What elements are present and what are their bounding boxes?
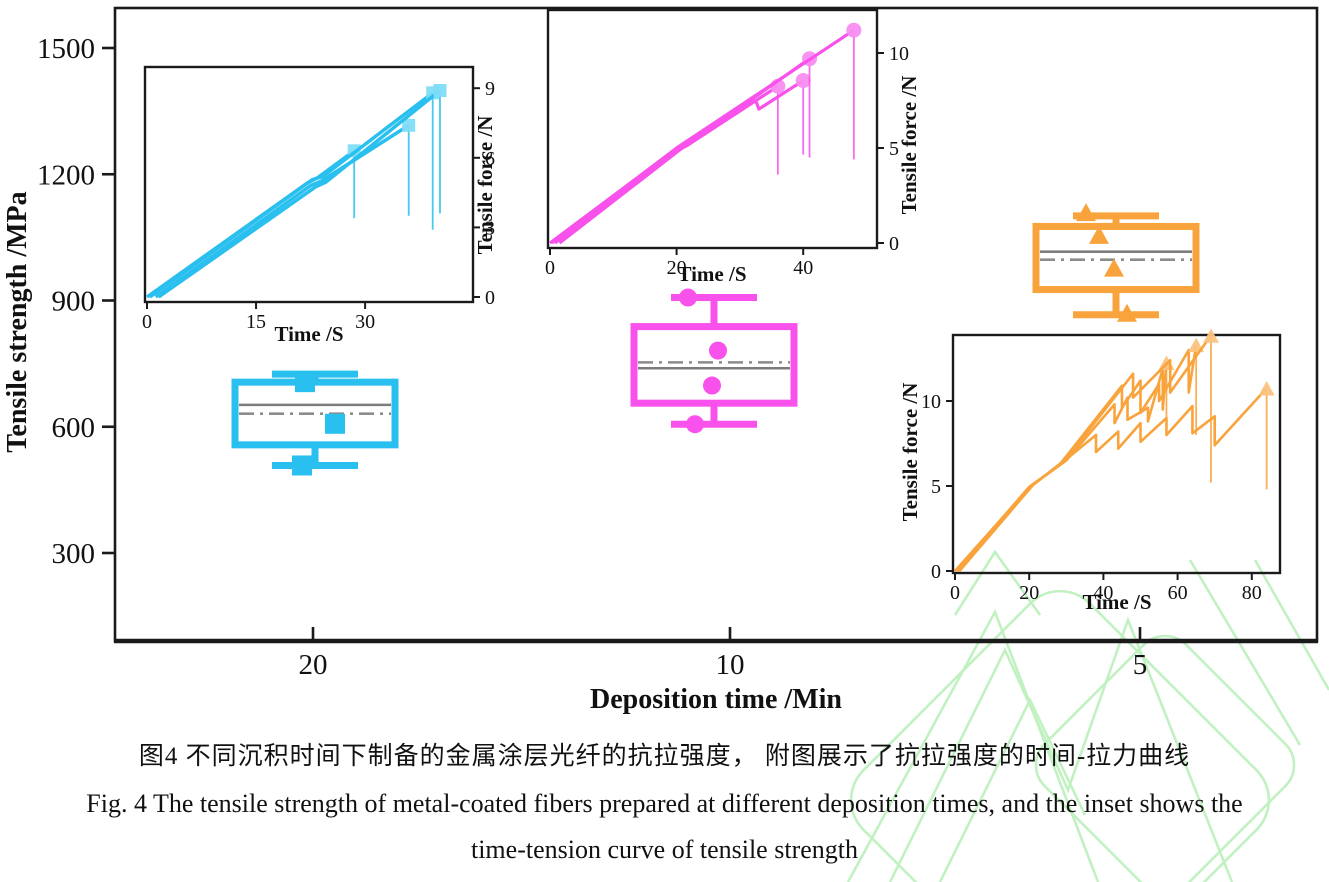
inset-5min: 0 20 40 60 80 0 5 10 Time /S Tensile force /N <box>898 328 1282 614</box>
triangle-marker <box>1104 258 1124 277</box>
circle-marker <box>709 341 727 360</box>
y-axis-title: Tensile strength /MPa <box>2 191 33 452</box>
inset-x-tick-label: 15 <box>246 311 266 333</box>
inset-y-tick-label: 9 <box>485 78 495 100</box>
force-curve <box>954 387 1268 572</box>
inset-y-tick-label: 5 <box>889 138 899 160</box>
triangle-marker <box>1076 203 1096 222</box>
x-tick-label: 5 <box>1133 649 1148 681</box>
inset-x-tick-label: 40 <box>1093 582 1113 604</box>
inset-y-tick-label: 6 <box>485 148 495 170</box>
inset-x-tick-label: 30 <box>355 311 375 333</box>
boxplot-20min <box>231 370 399 476</box>
force-curve <box>550 28 855 245</box>
inset-x-tick-label: 60 <box>1168 582 1188 604</box>
force-curve <box>157 89 442 299</box>
x-axis-title: Deposition time /Min <box>590 684 842 715</box>
inset-y-axis-title: Tensile force /N <box>898 383 922 522</box>
inset-y-tick-label: 10 <box>921 391 941 413</box>
inset-x-tick-label: 20 <box>1019 582 1039 604</box>
inset-frame <box>546 8 879 250</box>
box <box>630 323 798 407</box>
inset-y-tick-label: 5 <box>931 476 941 498</box>
square-marker <box>433 84 447 98</box>
y-tick-label: 900 <box>52 286 96 318</box>
y-tick-label: 300 <box>52 538 96 570</box>
inset-y-tick-label: 3 <box>485 217 495 239</box>
circle-marker <box>703 376 721 395</box>
inset-x-tick-label: 0 <box>142 311 152 333</box>
x-tick-label: 10 <box>716 649 745 681</box>
triangle-marker <box>1258 381 1275 396</box>
inset-x-tick-label: 20 <box>667 257 687 279</box>
inset-y-tick-label: 10 <box>889 43 909 65</box>
inset-10min: 0 20 40 0 5 10 Time /S Tensile force /N <box>545 8 921 286</box>
inset-x-axis-title: Time /S <box>274 322 343 346</box>
boxplot-10min <box>630 288 798 434</box>
circle-marker <box>795 73 811 89</box>
caption-chinese: 图4 不同沉积时间下制备的金属涂层光纤的抗拉强度， 附图展示了抗拉强度的时间-拉… <box>138 743 1191 770</box>
inset-frame <box>951 333 1282 575</box>
inset-y-tick-label: 0 <box>931 561 941 583</box>
inset-y-tick-label: 0 <box>889 233 899 255</box>
x-tick-label: 20 <box>299 649 328 681</box>
force-curve <box>148 91 434 299</box>
square-marker <box>295 372 315 393</box>
triangle-marker <box>1117 303 1137 322</box>
inset-y-axis-title: Tensile force /N <box>897 76 921 215</box>
y-tick-label: 1200 <box>37 159 95 191</box>
box <box>1032 222 1200 294</box>
triangle-marker <box>1202 328 1219 343</box>
square-marker <box>292 455 312 476</box>
square-marker <box>402 118 416 132</box>
inset-x-axis-title: Time /S <box>1082 590 1151 614</box>
inset-x-tick-label: 40 <box>793 257 813 279</box>
figure-caption: 图4 不同沉积时间下制备的金属涂层光纤的抗拉强度， 附图展示了抗拉强度的时间-拉… <box>0 728 1329 865</box>
inset-frame <box>143 65 475 304</box>
circle-marker <box>679 288 697 307</box>
caption-english-line1: Fig. 4 The tensile strength of metal-coa… <box>86 789 1243 818</box>
inset-x-tick-label: 0 <box>950 582 960 604</box>
inset-y-axis-title: Tensile force /N <box>473 116 497 255</box>
boxplot-5min <box>1032 203 1200 322</box>
force-curve <box>154 123 410 299</box>
inset-x-tick-label: 0 <box>545 257 555 279</box>
force-curve <box>958 334 1213 572</box>
inset-20min: 0 15 30 0 3 6 9 Time /S Tensile force /N <box>142 65 497 346</box>
square-marker <box>325 413 345 434</box>
inset-x-tick-label: 80 <box>1242 582 1262 604</box>
circle-marker <box>846 22 862 38</box>
y-tick-label: 1500 <box>37 33 95 65</box>
watermark-lines <box>846 549 1329 882</box>
inset-x-axis-title: Time /S <box>677 262 746 286</box>
y-tick-label: 600 <box>52 412 96 444</box>
inset-y-tick-label: 0 <box>485 287 495 309</box>
triangle-marker <box>1089 225 1109 244</box>
circle-marker <box>686 415 704 434</box>
caption-english-line2: time-tension curve of tensile strength <box>470 835 858 864</box>
